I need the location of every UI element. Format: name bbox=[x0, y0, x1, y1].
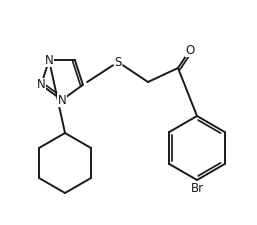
Text: S: S bbox=[114, 56, 122, 68]
Text: O: O bbox=[185, 43, 195, 56]
Text: N: N bbox=[58, 94, 66, 106]
Text: N: N bbox=[37, 78, 45, 91]
Text: Br: Br bbox=[190, 182, 204, 196]
Text: N: N bbox=[45, 54, 53, 67]
